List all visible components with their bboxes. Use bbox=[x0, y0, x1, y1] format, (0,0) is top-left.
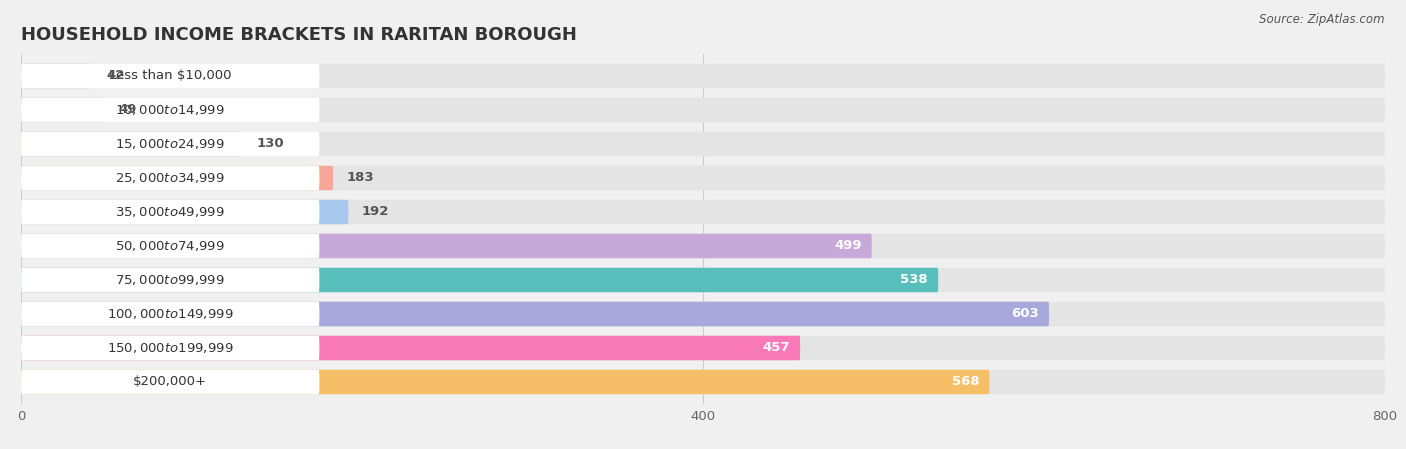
FancyBboxPatch shape bbox=[21, 234, 872, 258]
Text: $10,000 to $14,999: $10,000 to $14,999 bbox=[115, 103, 225, 117]
Text: 499: 499 bbox=[834, 239, 862, 252]
FancyBboxPatch shape bbox=[21, 268, 1385, 292]
FancyBboxPatch shape bbox=[21, 336, 1385, 360]
FancyBboxPatch shape bbox=[21, 98, 104, 122]
Text: Less than $10,000: Less than $10,000 bbox=[110, 70, 232, 83]
FancyBboxPatch shape bbox=[21, 132, 319, 156]
FancyBboxPatch shape bbox=[21, 132, 243, 156]
Text: 603: 603 bbox=[1011, 308, 1039, 321]
Text: $100,000 to $149,999: $100,000 to $149,999 bbox=[107, 307, 233, 321]
FancyBboxPatch shape bbox=[21, 166, 319, 190]
Text: $35,000 to $49,999: $35,000 to $49,999 bbox=[115, 205, 225, 219]
Text: HOUSEHOLD INCOME BRACKETS IN RARITAN BOROUGH: HOUSEHOLD INCOME BRACKETS IN RARITAN BOR… bbox=[21, 26, 576, 44]
FancyBboxPatch shape bbox=[21, 166, 333, 190]
FancyBboxPatch shape bbox=[21, 200, 349, 224]
FancyBboxPatch shape bbox=[21, 268, 938, 292]
Text: 130: 130 bbox=[256, 137, 284, 150]
FancyBboxPatch shape bbox=[21, 302, 1049, 326]
Text: $25,000 to $34,999: $25,000 to $34,999 bbox=[115, 171, 225, 185]
FancyBboxPatch shape bbox=[21, 98, 1385, 122]
FancyBboxPatch shape bbox=[21, 166, 1385, 190]
Text: $150,000 to $199,999: $150,000 to $199,999 bbox=[107, 341, 233, 355]
FancyBboxPatch shape bbox=[21, 64, 319, 88]
Text: $15,000 to $24,999: $15,000 to $24,999 bbox=[115, 137, 225, 151]
Text: Source: ZipAtlas.com: Source: ZipAtlas.com bbox=[1260, 13, 1385, 26]
FancyBboxPatch shape bbox=[21, 234, 1385, 258]
Text: 538: 538 bbox=[900, 273, 928, 286]
Text: 183: 183 bbox=[347, 172, 374, 185]
Text: $75,000 to $99,999: $75,000 to $99,999 bbox=[115, 273, 225, 287]
FancyBboxPatch shape bbox=[21, 234, 319, 258]
FancyBboxPatch shape bbox=[21, 64, 1385, 88]
Text: 457: 457 bbox=[762, 342, 790, 355]
FancyBboxPatch shape bbox=[21, 302, 1385, 326]
Text: 49: 49 bbox=[118, 103, 136, 116]
FancyBboxPatch shape bbox=[21, 200, 319, 224]
FancyBboxPatch shape bbox=[21, 370, 1385, 394]
FancyBboxPatch shape bbox=[21, 336, 800, 360]
FancyBboxPatch shape bbox=[21, 302, 319, 326]
Text: 192: 192 bbox=[363, 206, 389, 219]
Text: 568: 568 bbox=[952, 375, 979, 388]
FancyBboxPatch shape bbox=[21, 370, 990, 394]
FancyBboxPatch shape bbox=[21, 200, 1385, 224]
FancyBboxPatch shape bbox=[21, 370, 319, 394]
Text: 42: 42 bbox=[107, 70, 125, 83]
FancyBboxPatch shape bbox=[21, 64, 93, 88]
FancyBboxPatch shape bbox=[21, 336, 319, 360]
Text: $200,000+: $200,000+ bbox=[134, 375, 207, 388]
FancyBboxPatch shape bbox=[21, 132, 1385, 156]
FancyBboxPatch shape bbox=[21, 268, 319, 292]
FancyBboxPatch shape bbox=[21, 98, 319, 122]
Text: $50,000 to $74,999: $50,000 to $74,999 bbox=[115, 239, 225, 253]
